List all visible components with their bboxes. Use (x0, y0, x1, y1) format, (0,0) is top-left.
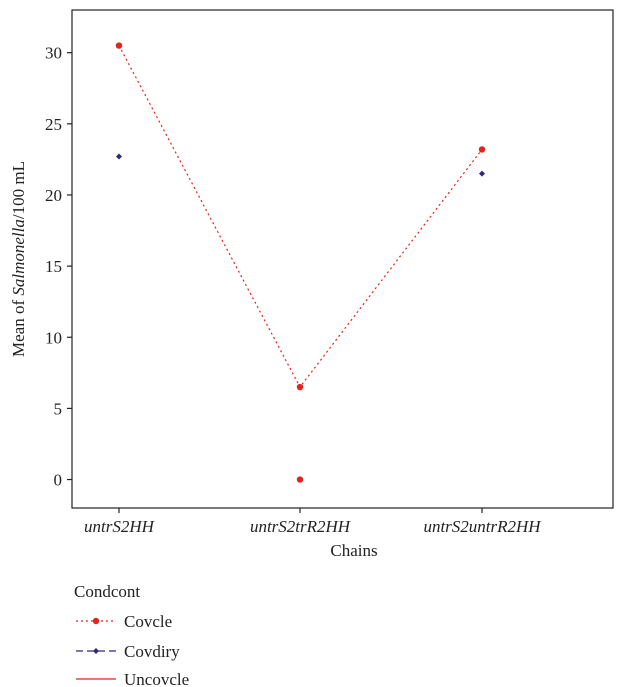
y-tick-label: 15 (45, 257, 62, 276)
plot-frame (71, 9, 614, 509)
y-tick-label: 10 (45, 328, 62, 347)
x-axis: untrS2HH untrS2trR2HH untrS2untrR2HH (84, 508, 542, 536)
y-tick-label: 5 (54, 399, 63, 418)
data-point (478, 146, 486, 153)
x-tick-label: untrS2trR2HH (250, 517, 352, 536)
data-point (115, 42, 123, 49)
data-point (92, 617, 100, 625)
y-axis-title-suffix: /100 mL (9, 161, 28, 219)
legend-title: Condcont (74, 582, 140, 601)
legend-label: Uncovcle (124, 670, 189, 687)
data-point (479, 170, 485, 177)
y-axis-title-prefix: Mean of (9, 296, 28, 357)
legend-label: Covcle (124, 612, 172, 631)
series-layer (115, 42, 486, 483)
data-point (296, 383, 304, 391)
data-point (93, 648, 99, 654)
legend-label: Covdiry (124, 642, 180, 661)
data-point (116, 153, 122, 160)
legend: Condcont Covcle Covdiry Uncovcle (74, 582, 189, 687)
legend-items: Covcle Covdiry Uncovcle (76, 612, 189, 687)
y-tick-label: 0 (54, 471, 63, 490)
y-axis: 0 5 10 15 20 25 30 (45, 44, 72, 490)
y-tick-label: 30 (45, 44, 62, 63)
data-point (296, 476, 304, 483)
y-tick-label: 20 (45, 186, 62, 205)
y-axis-title: Mean of Salmonella/100 mL (9, 161, 28, 357)
y-tick-label: 25 (45, 115, 62, 134)
series-line-covcle (118, 45, 483, 389)
x-tick-label: untrS2HH (84, 517, 156, 536)
x-axis-title: Chains (330, 541, 377, 560)
y-axis-title-italic: Salmonella (9, 219, 28, 296)
x-tick-label: untrS2untrR2HH (423, 517, 542, 536)
